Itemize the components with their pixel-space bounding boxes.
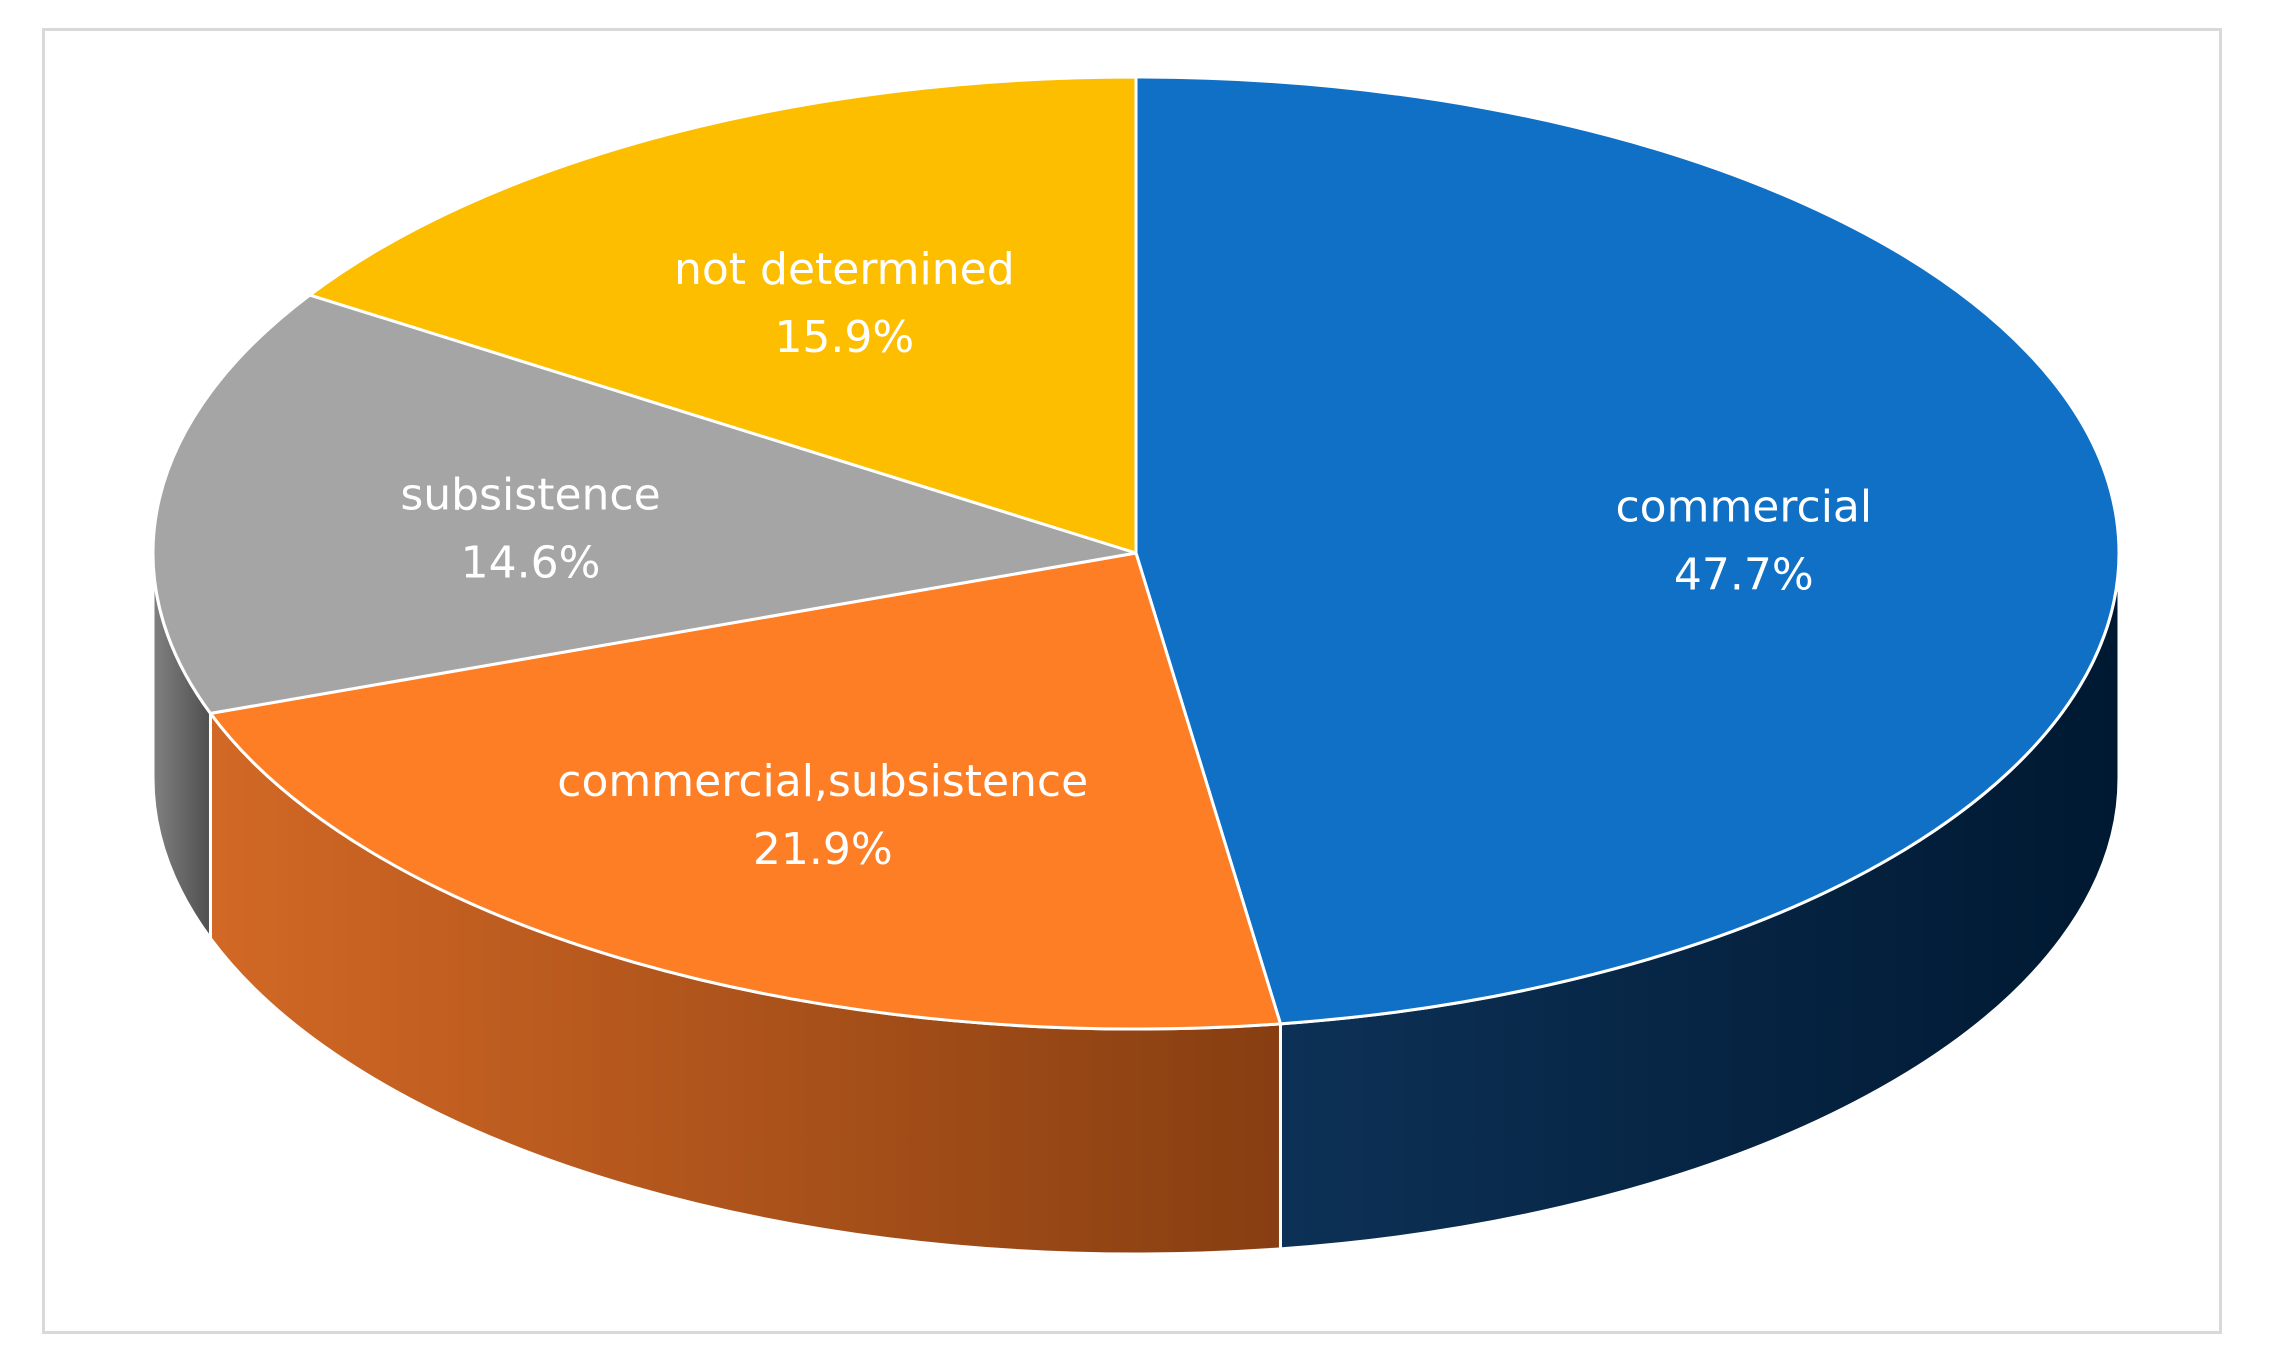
slice-value-subsistence: 14.6% <box>461 537 601 588</box>
slice-label-not-determined: not determined <box>674 244 1015 295</box>
slice-label-commercial-subsistence: commercial,subsistence <box>557 756 1088 807</box>
pie-sides <box>151 552 2121 1256</box>
pie-slice-commercial-subsistence <box>208 551 1282 1031</box>
slice-value-not-determined: 15.9% <box>774 312 914 363</box>
slice-value-commercial-subsistence: 21.9% <box>753 824 893 875</box>
slice-value-commercial: 47.7% <box>1674 549 1814 600</box>
pie-labels: commercial 47.7% commercial,subsistence 21.… <box>400 244 1872 875</box>
pie-bottom-rim <box>152 777 2120 1255</box>
slice-label-commercial: commercial <box>1615 481 1872 532</box>
pie-slice-commercial <box>1134 75 2121 1026</box>
pie-slice-subsistence <box>151 293 1138 715</box>
pie-tops <box>151 75 2121 1031</box>
pie-slice-not-determined <box>308 75 1138 555</box>
slice-label-subsistence: subsistence <box>400 469 660 520</box>
